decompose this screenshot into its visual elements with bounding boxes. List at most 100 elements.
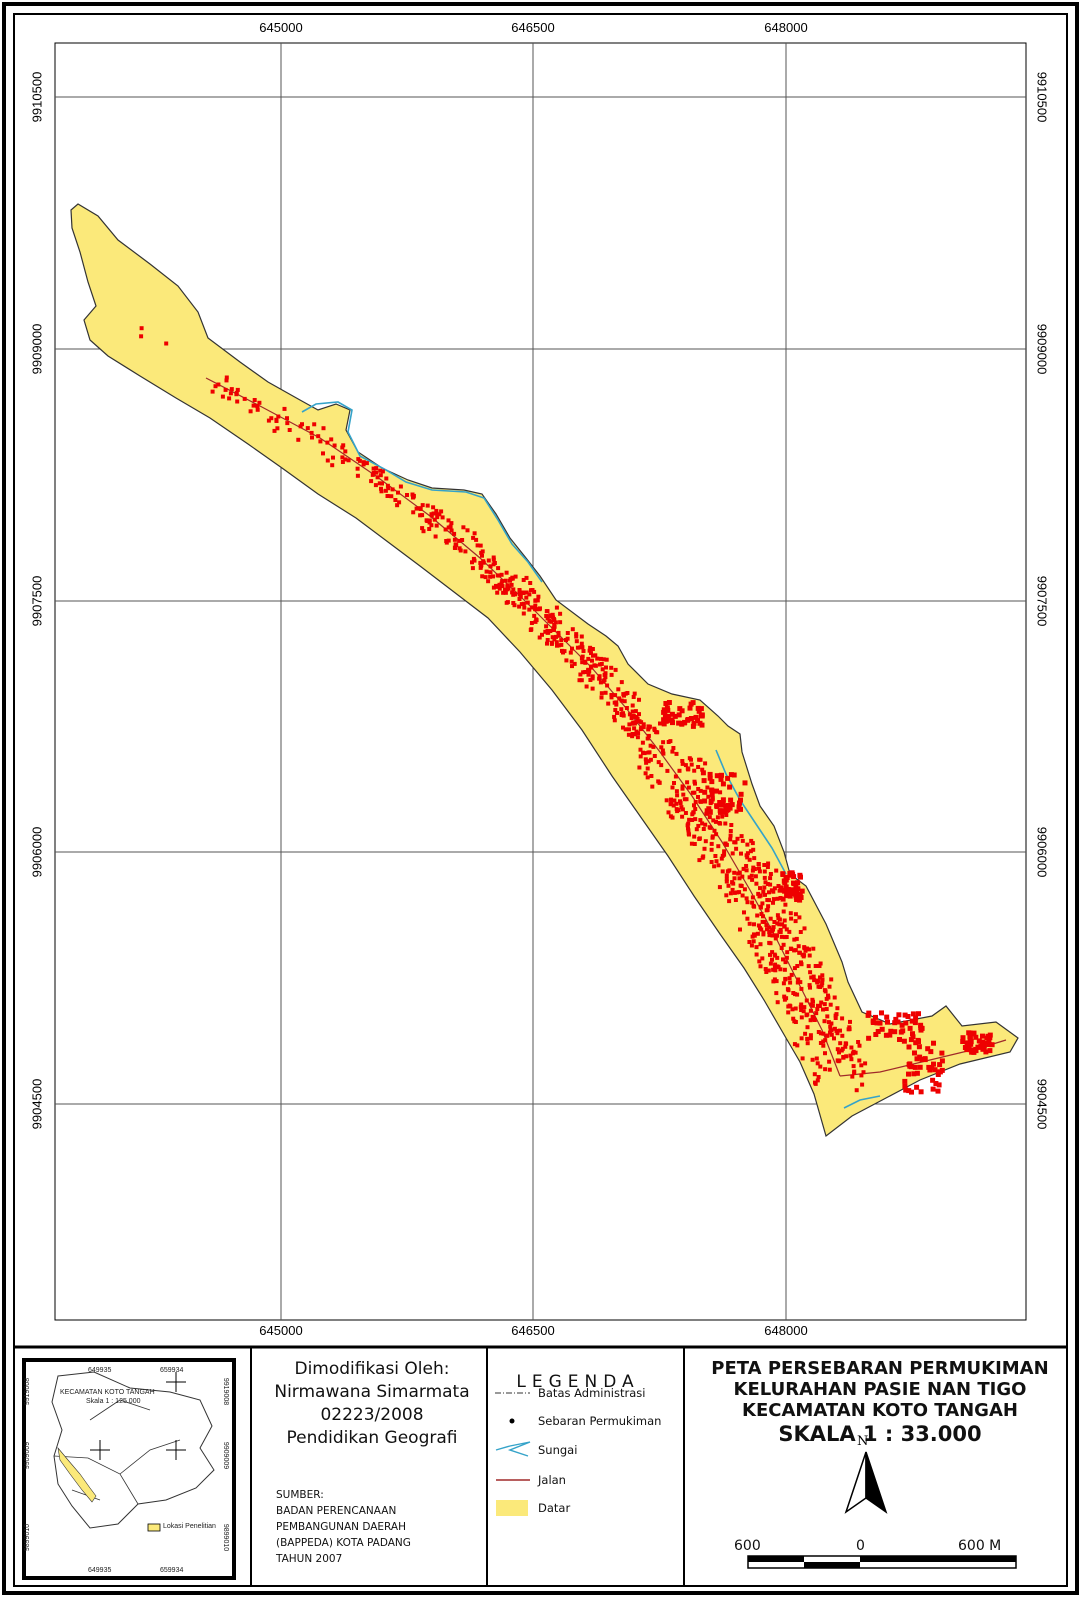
title-line: KECAMATAN KOTO TANGAH xyxy=(742,1400,1018,1421)
settlement-point xyxy=(793,992,797,997)
settlement-point xyxy=(524,590,529,595)
settlement-point xyxy=(687,832,691,837)
settlement-point xyxy=(617,696,622,701)
settlement-point xyxy=(840,1016,845,1021)
legend-item-settlement: Sebaran Permukiman xyxy=(538,1414,662,1428)
settlement-point xyxy=(754,945,759,950)
settlement-point xyxy=(598,656,603,661)
settlement-point xyxy=(922,1056,928,1062)
settlement-point xyxy=(755,931,760,936)
settlement-point xyxy=(631,720,636,725)
settlement-point xyxy=(808,1018,813,1023)
settlement-point xyxy=(853,1050,858,1055)
settlement-point xyxy=(937,1062,943,1068)
settlement-point xyxy=(788,980,793,985)
settlement-point xyxy=(681,792,686,797)
settlement-point xyxy=(728,829,733,833)
settlement-point xyxy=(440,515,445,520)
settlement-point xyxy=(725,775,731,781)
settlement-point xyxy=(787,929,792,934)
settlement-point xyxy=(589,664,594,669)
settlement-point xyxy=(916,1011,921,1017)
credit-block: Dimodifikasi Oleh: Nirmawana Simarmata 0… xyxy=(262,1358,482,1450)
settlement-point xyxy=(709,860,714,864)
settlement-point xyxy=(551,615,556,620)
settlement-point xyxy=(452,531,457,536)
settlement-point xyxy=(757,894,762,899)
settlement-point xyxy=(434,523,439,528)
settlement-point xyxy=(901,1038,907,1044)
settlement-point xyxy=(760,956,765,961)
settlement-point xyxy=(420,526,425,531)
settlement-point xyxy=(224,375,229,380)
settlement-point xyxy=(717,808,723,814)
settlement-point xyxy=(879,1026,885,1032)
settlement-point xyxy=(463,549,468,554)
settlement-point xyxy=(932,1067,938,1073)
settlement-point xyxy=(500,584,505,589)
settlement-point xyxy=(361,462,366,467)
settlement-point xyxy=(833,1013,838,1018)
settlement-point xyxy=(491,555,496,560)
settlement-point xyxy=(369,479,374,484)
settlement-point xyxy=(686,821,691,826)
settlement-point xyxy=(728,772,734,778)
settlement-point xyxy=(770,950,775,955)
settlement-point xyxy=(707,825,712,830)
settlement-point xyxy=(826,1020,831,1025)
settlement-point xyxy=(494,583,498,588)
settlement-point xyxy=(970,1031,976,1037)
settlement-point xyxy=(646,759,651,764)
settlement-point xyxy=(586,672,591,677)
settlement-point xyxy=(676,720,682,726)
settlement-point xyxy=(696,823,701,828)
settlement-point xyxy=(849,1057,854,1062)
settlement-point xyxy=(765,898,770,902)
settlement-point xyxy=(732,870,737,875)
settlement-point xyxy=(874,1020,880,1026)
settlement-point xyxy=(235,387,240,392)
settlement-point xyxy=(843,1041,848,1046)
settlement-point xyxy=(815,1007,820,1011)
settlement-point xyxy=(729,802,735,808)
settlement-point xyxy=(813,964,818,968)
settlement-point xyxy=(300,422,304,427)
settlement-point xyxy=(761,932,766,937)
settlement-point xyxy=(750,841,755,846)
settlement-point xyxy=(782,967,787,972)
settlement-point xyxy=(773,936,778,941)
settlement-point xyxy=(499,581,504,586)
settlement-point xyxy=(478,565,483,570)
settlement-point xyxy=(752,922,756,927)
settlement-point xyxy=(774,991,779,996)
settlement-point xyxy=(759,912,764,916)
legend-symbol-settlement xyxy=(509,1418,515,1424)
map-title: PETA PERSEBARAN PERMUKIMAN KELURAHAN PAS… xyxy=(690,1358,1070,1447)
river-line xyxy=(301,401,881,1109)
settlement-point xyxy=(630,709,635,714)
north-arrow-icon xyxy=(844,1451,888,1514)
settlement-point xyxy=(930,1077,936,1083)
settlement-point xyxy=(936,1082,942,1088)
settlement-point xyxy=(762,919,767,924)
settlement-point xyxy=(736,804,742,810)
settlement-point xyxy=(823,1067,828,1072)
settlement-point xyxy=(378,468,383,473)
settlement-point xyxy=(856,1040,861,1044)
settlement-point xyxy=(766,968,771,973)
settlement-point xyxy=(729,823,734,827)
settlement-point xyxy=(714,832,719,837)
settlement-point xyxy=(823,989,828,994)
settlement-point xyxy=(599,691,604,696)
settlement-point xyxy=(715,815,720,820)
settlement-point xyxy=(802,1005,807,1010)
settlement-point xyxy=(446,538,451,543)
settlement-point xyxy=(633,720,638,725)
settlement-point xyxy=(756,862,761,866)
settlement-point xyxy=(658,721,662,726)
settlement-point xyxy=(448,524,453,529)
settlement-point xyxy=(834,1028,839,1033)
settlement-point xyxy=(437,512,442,517)
settlement-point xyxy=(714,819,718,824)
settlement-point xyxy=(718,821,723,826)
